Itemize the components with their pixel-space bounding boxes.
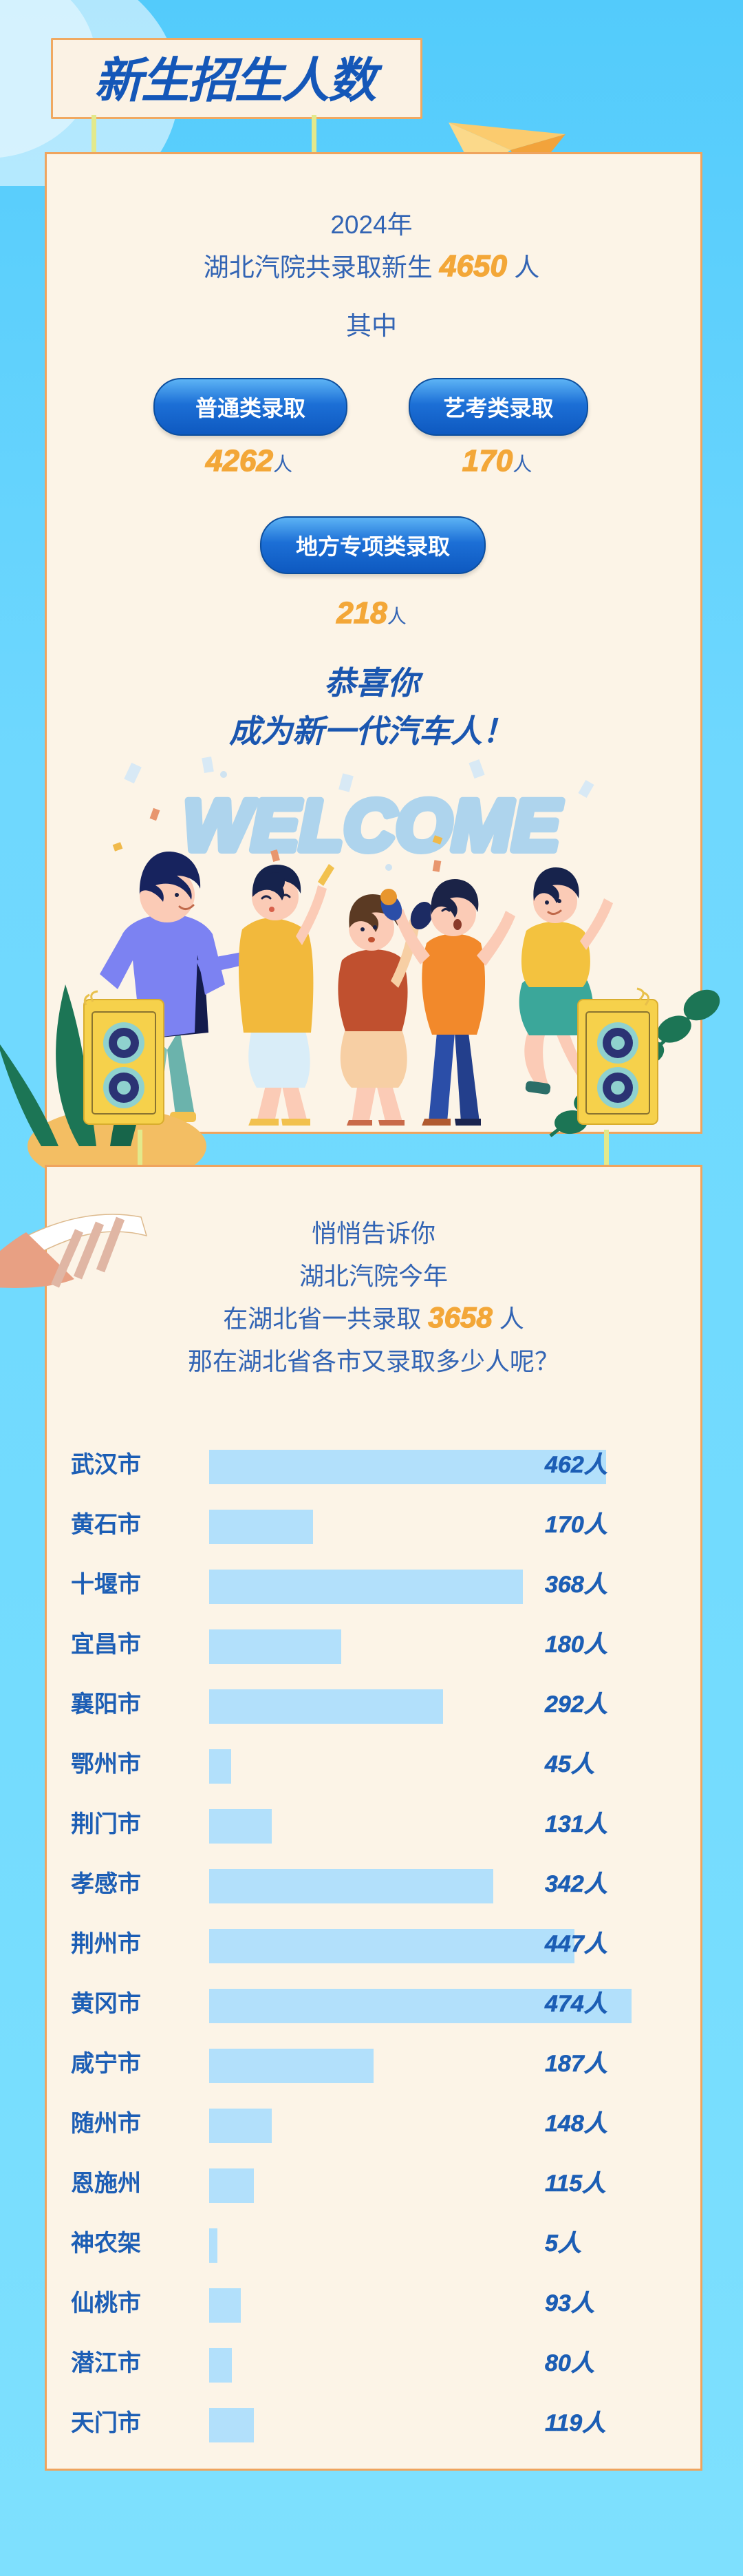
svg-text:WELCOME: WELCOME: [183, 785, 562, 866]
